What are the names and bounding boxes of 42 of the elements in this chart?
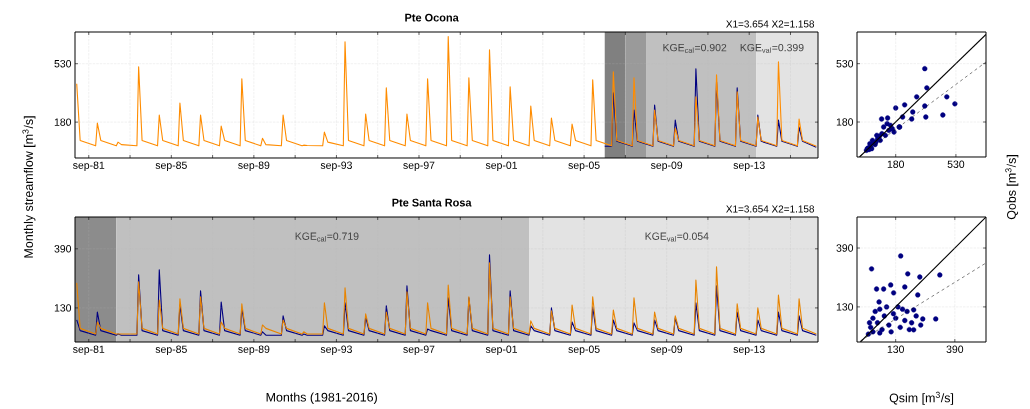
y-tick-label: 390: [54, 245, 72, 253]
x-tick-label: sep-89: [238, 161, 270, 171]
x-tick-label: sep-81: [73, 345, 105, 355]
x-axis-title: Qsim [m$^{3}$/s]: [889, 391, 954, 405]
x-tick-label: sep-01: [485, 345, 518, 355]
chart-subtitle: X1=3.654 X2=1.158: [726, 205, 815, 213]
x-axis-title: Months (1981-2016): [266, 392, 377, 405]
x-tick-label: 130: [887, 345, 904, 353]
x-tick-label: sep-05: [568, 345, 600, 355]
y-axis-title: Monthly streamflow [m$^{3}$/s]: [22, 116, 36, 258]
x-tick-label: 530: [947, 160, 965, 168]
y-tick-label: 390: [836, 244, 854, 252]
x-tick-label: sep-89: [238, 345, 270, 355]
y-tick-label: 530: [836, 59, 854, 68]
y-tick-label: 130: [54, 304, 72, 312]
x-tick-label: sep-85: [155, 161, 187, 171]
x-tick-label: sep-01: [485, 161, 518, 171]
annotation: KGE$_{val}$=0.399: [740, 43, 804, 53]
x-tick-label: sep-81: [73, 161, 105, 171]
x-tick-label: sep-93: [320, 161, 352, 171]
annotation: KGE$_{cal}$=0.719: [295, 232, 359, 242]
y-axis-title: Qobs [m$^{3}$/s]: [1005, 155, 1019, 220]
chart-title: Pte Ocona: [405, 13, 459, 22]
x-tick-label: sep-09: [650, 345, 683, 355]
x-tick-label: 390: [946, 345, 964, 353]
x-tick-label: sep-97: [403, 161, 435, 171]
x-tick-label: sep-09: [650, 161, 683, 171]
y-tick-label: 180: [836, 118, 854, 126]
annotation: KGE$_{cal}$=0.902: [663, 43, 727, 53]
x-tick-label: sep-05: [568, 161, 600, 171]
x-tick-label: sep-85: [155, 345, 187, 355]
chart-title: Pte Santa Rosa: [392, 198, 472, 207]
x-tick-label: sep-13: [733, 161, 765, 171]
x-tick-label: sep-93: [320, 345, 352, 355]
chart-subtitle: X1=3.654 X2=1.158: [726, 20, 815, 28]
x-tick-label: sep-13: [733, 345, 765, 355]
x-tick-label: sep-97: [403, 345, 435, 355]
y-tick-label: 530: [54, 60, 72, 68]
y-tick-label: 180: [54, 118, 72, 126]
x-tick-label: 180: [887, 160, 905, 168]
annotation: KGE$_{val}$=0.054: [645, 232, 709, 242]
y-tick-label: 130: [836, 303, 854, 311]
